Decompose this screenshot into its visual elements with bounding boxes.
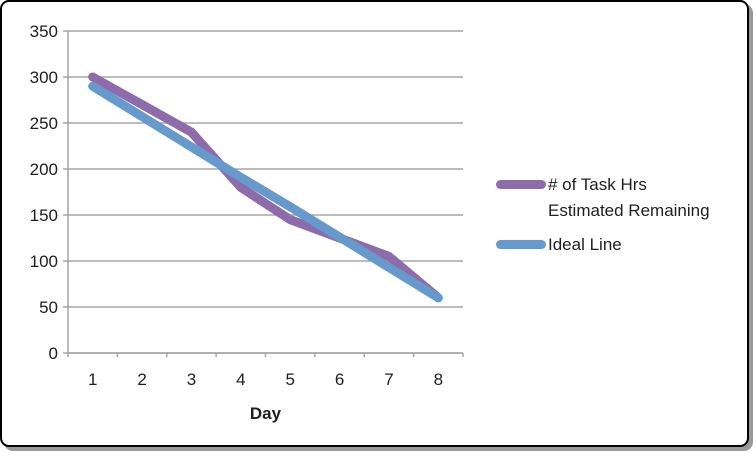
svg-text:1: 1 (88, 370, 97, 389)
task-hours-legend-label: # of Task Hrs Estimated Remaining (548, 175, 710, 220)
burndown-line-chart: 0 50 100 150 200 250 300 350 1 2 3 4 5 6 7 8 Day (30, 22, 464, 423)
svg-text:200: 200 (30, 160, 58, 179)
gridlines (68, 30, 463, 354)
svg-text:0: 0 (49, 344, 58, 363)
svg-text:350: 350 (30, 22, 58, 41)
chart-legend: # of Task Hrs Estimated Remaining Ideal … (496, 172, 718, 258)
y-axis-tick-labels: 0 50 100 150 200 250 300 350 (30, 22, 58, 363)
svg-text:300: 300 (30, 68, 58, 87)
svg-text:50: 50 (39, 298, 58, 317)
x-axis-tick-labels: 1 2 3 4 5 6 7 8 (88, 370, 443, 389)
legend-item-ideal-line: Ideal Line (496, 232, 718, 258)
task-hours-series-swatch (496, 180, 546, 189)
svg-text:5: 5 (285, 370, 294, 389)
axes (63, 30, 464, 357)
svg-text:3: 3 (187, 370, 196, 389)
x-axis-title: Day (250, 404, 282, 423)
ideal-line-series-swatch (496, 240, 546, 249)
svg-text:100: 100 (30, 252, 58, 271)
svg-text:8: 8 (434, 370, 443, 389)
svg-text:4: 4 (236, 370, 245, 389)
series-line-0 (88, 72, 443, 303)
svg-text:7: 7 (384, 370, 393, 389)
chart-frame: 0 50 100 150 200 250 300 350 1 2 3 4 5 6 7 8 Day # of Ta… (0, 0, 749, 447)
svg-text:2: 2 (137, 370, 146, 389)
legend-item-task-hours: # of Task Hrs Estimated Remaining (496, 172, 718, 224)
svg-text:6: 6 (335, 370, 344, 389)
series-line-1 (88, 81, 443, 303)
svg-text:150: 150 (30, 206, 58, 225)
ideal-line-legend-label: Ideal Line (548, 235, 622, 254)
svg-text:250: 250 (30, 114, 58, 133)
